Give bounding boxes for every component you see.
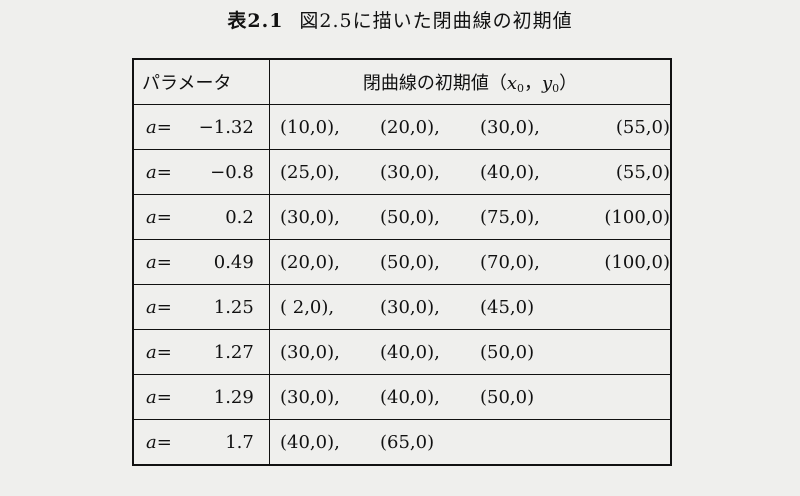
parameter-symbol: a: [146, 341, 157, 363]
table-row: a= 0.2 (30,0), (50,0), (75,0), (100,0): [133, 194, 671, 240]
initial-values-cell: (20,0), (50,0), (70,0), (100,0): [269, 239, 671, 285]
initial-value: (30,0),: [380, 161, 440, 183]
initial-value: (65,0): [380, 431, 435, 453]
initial-value: (30,0),: [280, 341, 340, 363]
header-y-sub: 0: [552, 82, 560, 95]
initial-value: (100,0): [604, 206, 670, 228]
initial-value: ( 2,0),: [280, 296, 335, 318]
parameter-value: −0.8: [210, 161, 254, 183]
parameter-value: 1.7: [225, 431, 254, 453]
initial-value: (50,0): [480, 341, 535, 363]
table-number: 表2.1: [227, 10, 284, 32]
parameter-value: 0.49: [213, 251, 254, 273]
initial-value: (40,0),: [380, 341, 440, 363]
header-parameter: パラメータ: [133, 59, 270, 105]
parameter-cell: a= −1.32: [133, 104, 270, 150]
initial-value: (50,0),: [380, 251, 440, 273]
table-row: a= −1.32 (10,0), (20,0), (30,0), (55,0): [133, 104, 671, 150]
parameter-equals: =: [156, 431, 172, 453]
initial-value: (30,0),: [280, 386, 340, 408]
initial-value: (40,0),: [380, 386, 440, 408]
initial-value: (50,0): [480, 386, 535, 408]
table-row: a= 0.49 (20,0), (50,0), (70,0), (100,0): [133, 239, 671, 285]
initial-value: (30,0),: [480, 116, 540, 138]
initial-values-cell: (30,0), (40,0), (50,0): [269, 374, 671, 420]
initial-value: (20,0),: [280, 251, 340, 273]
initial-value: (40,0),: [480, 161, 540, 183]
header-y: y: [541, 73, 553, 94]
header-initial-values: 閉曲線の初期値（x0，y0）: [269, 59, 671, 105]
initial-value: (50,0),: [380, 206, 440, 228]
initial-value: (45,0): [480, 296, 535, 318]
parameter-symbol: a: [146, 386, 157, 408]
parameter-cell: a= 0.2: [133, 194, 270, 240]
initial-value: (10,0),: [280, 116, 340, 138]
parameter-equals: =: [156, 341, 172, 363]
parameter-equals: =: [156, 251, 172, 273]
parameter-equals: =: [156, 116, 172, 138]
table-row: a= 1.25 ( 2,0), (30,0), (45,0): [133, 284, 671, 330]
table-row: a= −0.8 (25,0), (30,0), (40,0), (55,0): [133, 149, 671, 195]
table-title: 図2.5に描いた閉曲線の初期値: [299, 10, 573, 32]
parameter-value: −1.32: [198, 116, 254, 138]
table-caption: 表2.1 図2.5に描いた閉曲線の初期値: [0, 6, 800, 33]
parameter-value: 1.25: [213, 296, 254, 318]
parameter-equals: =: [156, 206, 172, 228]
initial-values-cell: (10,0), (20,0), (30,0), (55,0): [269, 104, 671, 150]
parameter-value: 0.2: [225, 206, 254, 228]
parameter-cell: a= 1.29: [133, 374, 270, 420]
initial-value: (55,0): [615, 161, 670, 183]
parameter-cell: a= 1.7: [133, 419, 270, 465]
table-row: a= 1.27 (30,0), (40,0), (50,0): [133, 329, 671, 375]
parameter-symbol: a: [146, 431, 157, 453]
header-row: パラメータ 閉曲線の初期値（x0，y0）: [133, 59, 671, 105]
parameter-equals: =: [156, 296, 172, 318]
parameter-symbol: a: [146, 251, 157, 273]
initial-values-cell: (30,0), (50,0), (75,0), (100,0): [269, 194, 671, 240]
initial-value: (25,0),: [280, 161, 340, 183]
table-body: a= −1.32 (10,0), (20,0), (30,0), (55,0) a= −0.8…: [133, 104, 672, 466]
table-row: a= 1.29 (30,0), (40,0), (50,0): [133, 374, 671, 420]
header-x-sub: 0: [516, 82, 524, 95]
initial-values-cell: (40,0), (65,0): [270, 420, 672, 466]
header-values-prefix: 閉曲線の初期値（: [362, 73, 507, 94]
initial-values-cell: (30,0), (40,0), (50,0): [269, 329, 671, 375]
parameter-equals: =: [156, 386, 172, 408]
parameter-symbol: a: [146, 116, 157, 138]
initial-value: (30,0),: [380, 296, 440, 318]
table-row: a= 1.7 (40,0), (65,0): [133, 419, 672, 466]
parameter-symbol: a: [146, 161, 157, 183]
initial-value: (75,0),: [480, 206, 540, 228]
parameter-cell: a= −0.8: [133, 149, 270, 195]
initial-value: (70,0),: [480, 251, 540, 273]
parameter-value: 1.29: [213, 386, 254, 408]
initial-value: (100,0): [604, 251, 670, 273]
initial-value: (55,0): [615, 116, 670, 138]
parameter-value: 1.27: [213, 341, 254, 363]
parameter-cell: a= 1.25: [133, 284, 270, 330]
initial-values-table: パラメータ 閉曲線の初期値（x0，y0） a= −1.32 (10,0), (20,0…: [132, 58, 672, 466]
parameter-equals: =: [156, 161, 172, 183]
parameter-symbol: a: [146, 206, 157, 228]
parameter-cell: a= 0.49: [133, 239, 270, 285]
parameter-cell: a= 1.27: [133, 329, 270, 375]
header-x: x: [506, 73, 517, 94]
header-values-suffix: ）: [559, 73, 578, 94]
initial-value: (40,0),: [280, 431, 340, 453]
initial-value: (20,0),: [380, 116, 440, 138]
initial-values-cell: ( 2,0), (30,0), (45,0): [269, 284, 671, 330]
parameter-symbol: a: [146, 296, 157, 318]
header-sep: ，: [523, 73, 542, 94]
initial-values-cell: (25,0), (30,0), (40,0), (55,0): [269, 149, 671, 195]
initial-value: (30,0),: [280, 206, 340, 228]
